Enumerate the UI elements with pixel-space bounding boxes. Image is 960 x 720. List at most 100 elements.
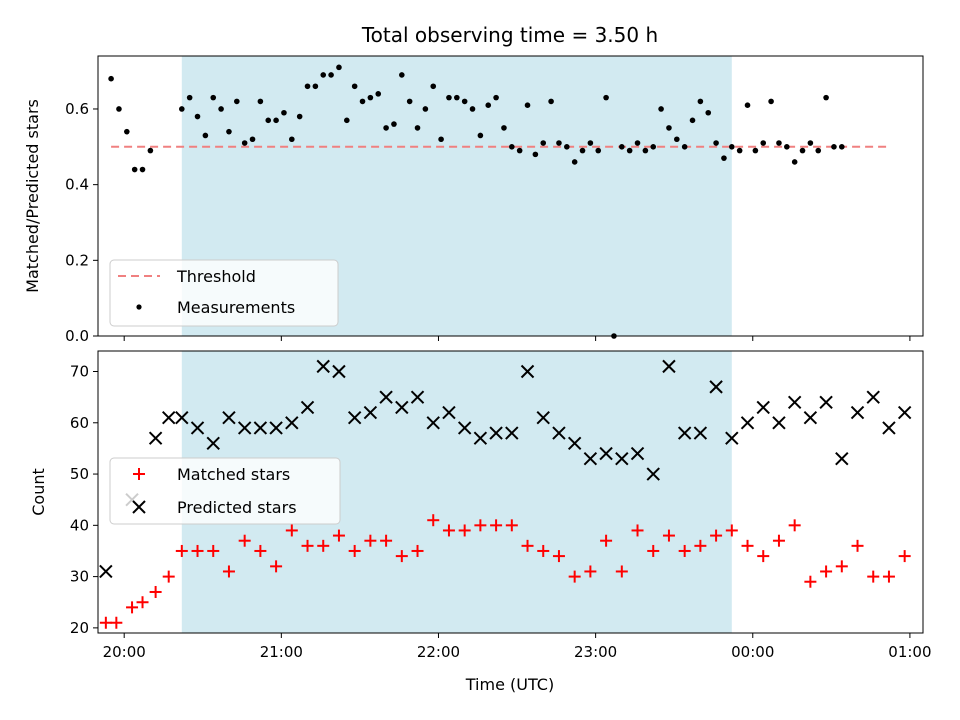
- legend-measurements-swatch: [136, 304, 142, 310]
- predicted-star-point: [99, 564, 113, 579]
- legend-predicted-swatch: [132, 500, 146, 514]
- measurement-point: [501, 125, 507, 131]
- matched-star-point: [710, 529, 723, 542]
- matched-star-point: [427, 514, 440, 527]
- predicted-star-point: [175, 410, 189, 425]
- matched-star-point: [175, 544, 188, 557]
- measurement-point: [524, 102, 531, 108]
- measurement-point: [619, 144, 625, 150]
- measurement-point: [202, 132, 209, 139]
- measurement-point: [540, 140, 547, 146]
- measurement-point: [375, 91, 382, 97]
- measurement-point: [312, 83, 319, 90]
- predicted-star-point: [520, 364, 535, 379]
- predicted-star-point: [835, 451, 849, 466]
- predicted-star-point: [206, 436, 220, 450]
- predicted-star-point: [866, 390, 880, 404]
- predicted-star-point: [536, 410, 550, 425]
- predicted-star-point: [222, 410, 236, 425]
- legend-threshold-label: Threshold: [176, 267, 256, 286]
- legend-measurements-label: Measurements: [177, 298, 295, 317]
- predicted-star-point: [882, 421, 896, 435]
- predicted-star-point: [410, 390, 425, 404]
- measurement-point: [509, 144, 515, 150]
- matched-star-point: [99, 616, 112, 629]
- measurement-point: [564, 144, 570, 150]
- matched-star-point: [537, 544, 550, 557]
- measurement-points: [108, 64, 845, 339]
- matched-star-point: [162, 570, 175, 583]
- matched-star-point: [149, 585, 162, 598]
- measurement-point: [556, 140, 562, 146]
- measurement-point: [241, 140, 248, 146]
- predicted-star-point: [473, 431, 488, 445]
- measurement-point: [587, 140, 594, 146]
- predicted-star-point: [316, 359, 330, 374]
- measurement-point: [768, 98, 774, 105]
- measurement-point: [296, 113, 303, 120]
- measurement-point: [799, 147, 806, 154]
- measurement-point: [461, 98, 468, 105]
- top-y-axis-label: Matched/Predicted stars: [23, 99, 42, 293]
- top-panel: 0.0 0.2 0.4 0.6 Total observing time = 3.50…: [23, 23, 924, 345]
- measurement-point: [108, 75, 114, 82]
- measurement-point: [210, 94, 217, 101]
- measurement-point: [823, 94, 829, 101]
- measurement-point: [226, 128, 232, 135]
- matched-star-point: [222, 565, 235, 578]
- measurement-point: [139, 166, 146, 173]
- predicted-star-point: [662, 359, 676, 374]
- matched-star-point: [584, 565, 597, 578]
- matched-star-point: [395, 550, 408, 563]
- predicted-star-point: [190, 421, 205, 435]
- matched-star-point: [126, 601, 139, 614]
- matched-star-point: [757, 550, 770, 563]
- measurement-point: [131, 166, 138, 173]
- predicted-star-point: [897, 405, 912, 420]
- measurement-point: [721, 155, 727, 161]
- predicted-star-point: [442, 405, 456, 420]
- x-axis-label: Time (UTC): [465, 675, 554, 694]
- measurement-point: [194, 113, 201, 120]
- predicted-star-point: [567, 436, 582, 450]
- x-tick-label: 21:00: [260, 643, 303, 661]
- top-y-tick-label: 0.2: [65, 251, 89, 269]
- predicted-star-point: [772, 416, 786, 430]
- measurement-point: [422, 106, 429, 112]
- measurement-point: [454, 94, 460, 101]
- predicted-star-point: [285, 416, 299, 430]
- measurement-point: [257, 98, 264, 105]
- matched-star-point: [882, 570, 895, 583]
- legend-matched-label: Matched stars: [177, 465, 290, 484]
- matched-stars-points: [99, 514, 911, 629]
- bottom-y-tick-label: 30: [70, 568, 89, 586]
- x-tick-label: 23:00: [574, 643, 617, 661]
- measurement-point: [791, 159, 798, 165]
- predicted-star-point: [379, 390, 393, 404]
- measurement-point: [776, 140, 782, 146]
- chart-title: Total observing time = 3.50 h: [361, 23, 658, 47]
- measurement-point: [760, 140, 767, 146]
- predicted-star-point: [300, 400, 315, 415]
- measurement-point: [548, 98, 554, 105]
- measurement-point: [744, 102, 751, 108]
- measurement-point: [116, 106, 122, 112]
- predicted-star-point: [395, 400, 409, 415]
- matched-star-point: [411, 544, 424, 557]
- matched-star-point: [364, 534, 377, 547]
- measurement-point: [344, 117, 350, 124]
- matched-star-point: [317, 539, 330, 552]
- measurement-point: [736, 147, 743, 154]
- measurement-point: [595, 147, 602, 154]
- matched-star-point: [631, 524, 644, 537]
- measurement-point: [579, 147, 586, 154]
- measurement-point: [705, 109, 712, 116]
- top-x-ticks: [123, 336, 911, 341]
- matched-star-point: [898, 550, 911, 563]
- matched-star-point: [207, 544, 220, 557]
- matched-star-point: [254, 544, 267, 557]
- measurement-point: [493, 94, 499, 101]
- measurement-point: [603, 94, 609, 101]
- measurement-point: [367, 94, 374, 101]
- predicted-star-point: [709, 380, 723, 394]
